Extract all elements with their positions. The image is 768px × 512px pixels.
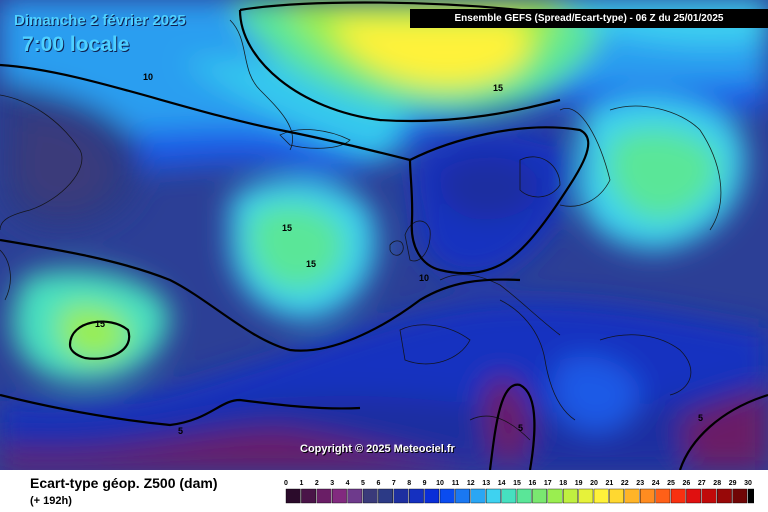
scale-swatch bbox=[640, 488, 655, 504]
scale-swatch bbox=[532, 488, 547, 504]
coastlines bbox=[0, 19, 722, 441]
scale-swatch bbox=[485, 488, 501, 504]
model-run-label: Ensemble GEFS (Spread/Ecart-type) - 06 Z… bbox=[410, 9, 768, 28]
scale-tick-label: 8 bbox=[407, 480, 411, 487]
scale-tick-label: 23 bbox=[636, 480, 644, 487]
scale-tick-label: 9 bbox=[423, 480, 427, 487]
scale-tick-label: 13 bbox=[482, 480, 490, 487]
scale-swatch bbox=[362, 488, 378, 504]
scale-tick-label: 14 bbox=[498, 480, 506, 487]
scale-tick-label: 15 bbox=[513, 480, 521, 487]
scale-tick-label: 20 bbox=[590, 480, 598, 487]
contour-labels: 10 15 15 15 15 10 5 5 5 bbox=[95, 72, 703, 436]
scale-swatch bbox=[301, 488, 316, 504]
scale-swatch bbox=[393, 488, 409, 504]
contour-label: 15 bbox=[282, 223, 292, 233]
contour-label: 15 bbox=[95, 319, 105, 329]
forecast-map: 10 15 15 15 15 10 5 5 5 Dimanche 2 févri… bbox=[0, 0, 768, 470]
scale-swatch bbox=[439, 488, 455, 504]
scale-tick-label: 25 bbox=[667, 480, 675, 487]
scale-swatch bbox=[516, 488, 532, 504]
scale-tick-label: 11 bbox=[452, 480, 460, 487]
scale-tick-label: 17 bbox=[544, 480, 552, 487]
contour-label: 15 bbox=[306, 259, 316, 269]
scale-tick-label: 27 bbox=[698, 480, 706, 487]
scale-swatch bbox=[285, 488, 301, 504]
spread-field: 10 15 15 15 15 10 5 5 5 bbox=[0, 0, 768, 470]
color-scale: 0 1 2 3 4 5 6 7 8 9 10 11 12 13 14 15 16 17 18 19 20 21 22 23 24… bbox=[284, 480, 754, 504]
scale-tick-label: 19 bbox=[575, 480, 583, 487]
forecast-local-time: 7:00 locale bbox=[22, 33, 130, 56]
scale-tick-label: 1 bbox=[299, 480, 303, 487]
scale-swatch bbox=[670, 488, 686, 504]
scale-tick-label: 21 bbox=[606, 480, 614, 487]
contour-label: 10 bbox=[143, 72, 153, 82]
contour-label: 5 bbox=[178, 426, 183, 436]
scale-tick-label: 26 bbox=[683, 480, 691, 487]
scale-tick-label: 0 bbox=[284, 480, 288, 487]
scale-swatch bbox=[332, 488, 347, 504]
copyright-notice: Copyright © 2025 Meteociel.fr bbox=[300, 443, 455, 455]
scale-swatch bbox=[717, 488, 732, 504]
scale-tick-label: 12 bbox=[467, 480, 475, 487]
scale-tick-label: 22 bbox=[621, 480, 629, 487]
scale-tick-label: 10 bbox=[436, 480, 444, 487]
scale-swatch bbox=[701, 488, 717, 504]
scale-tick-label: 4 bbox=[346, 480, 350, 487]
scale-swatch bbox=[547, 488, 563, 504]
scale-tick-label: 3 bbox=[330, 480, 334, 487]
scale-swatch bbox=[609, 488, 624, 504]
lead-time: (+ 192h) bbox=[30, 495, 72, 507]
contour-label: 15 bbox=[493, 83, 503, 93]
scale-swatch bbox=[593, 488, 609, 504]
scale-swatch bbox=[455, 488, 470, 504]
scale-swatch bbox=[378, 488, 394, 504]
scale-swatch bbox=[686, 488, 701, 504]
scale-swatch bbox=[624, 488, 640, 504]
scale-tick-label: 24 bbox=[652, 480, 660, 487]
contour-label: 5 bbox=[518, 423, 523, 433]
scale-swatch bbox=[501, 488, 517, 504]
parameter-title: Ecart-type géop. Z500 (dam) bbox=[30, 475, 218, 491]
scale-swatch bbox=[408, 488, 424, 504]
contour-label: 5 bbox=[698, 413, 703, 423]
scale-swatch bbox=[655, 488, 671, 504]
scale-tick-label: 18 bbox=[559, 480, 567, 487]
scale-swatch bbox=[578, 488, 594, 504]
scale-swatch bbox=[470, 488, 486, 504]
forecast-date: Dimanche 2 février 2025 bbox=[14, 12, 186, 29]
isolines bbox=[0, 1, 768, 470]
scale-tick-label: 5 bbox=[361, 480, 365, 487]
scale-tick-label: 29 bbox=[729, 480, 737, 487]
scale-swatch bbox=[563, 488, 578, 504]
scale-swatch bbox=[424, 488, 440, 504]
scale-swatch bbox=[347, 488, 363, 504]
contour-label: 10 bbox=[419, 273, 429, 283]
scale-tick-label: 16 bbox=[529, 480, 537, 487]
scale-tick-label: 2 bbox=[315, 480, 319, 487]
scale-swatch bbox=[747, 488, 754, 504]
scale-swatch bbox=[316, 488, 332, 504]
scale-tick-label: 30 bbox=[744, 480, 752, 487]
scale-tick-label: 28 bbox=[713, 480, 721, 487]
scale-tick-label: 6 bbox=[376, 480, 380, 487]
scale-swatch bbox=[732, 488, 748, 504]
scale-tick-label: 7 bbox=[392, 480, 396, 487]
